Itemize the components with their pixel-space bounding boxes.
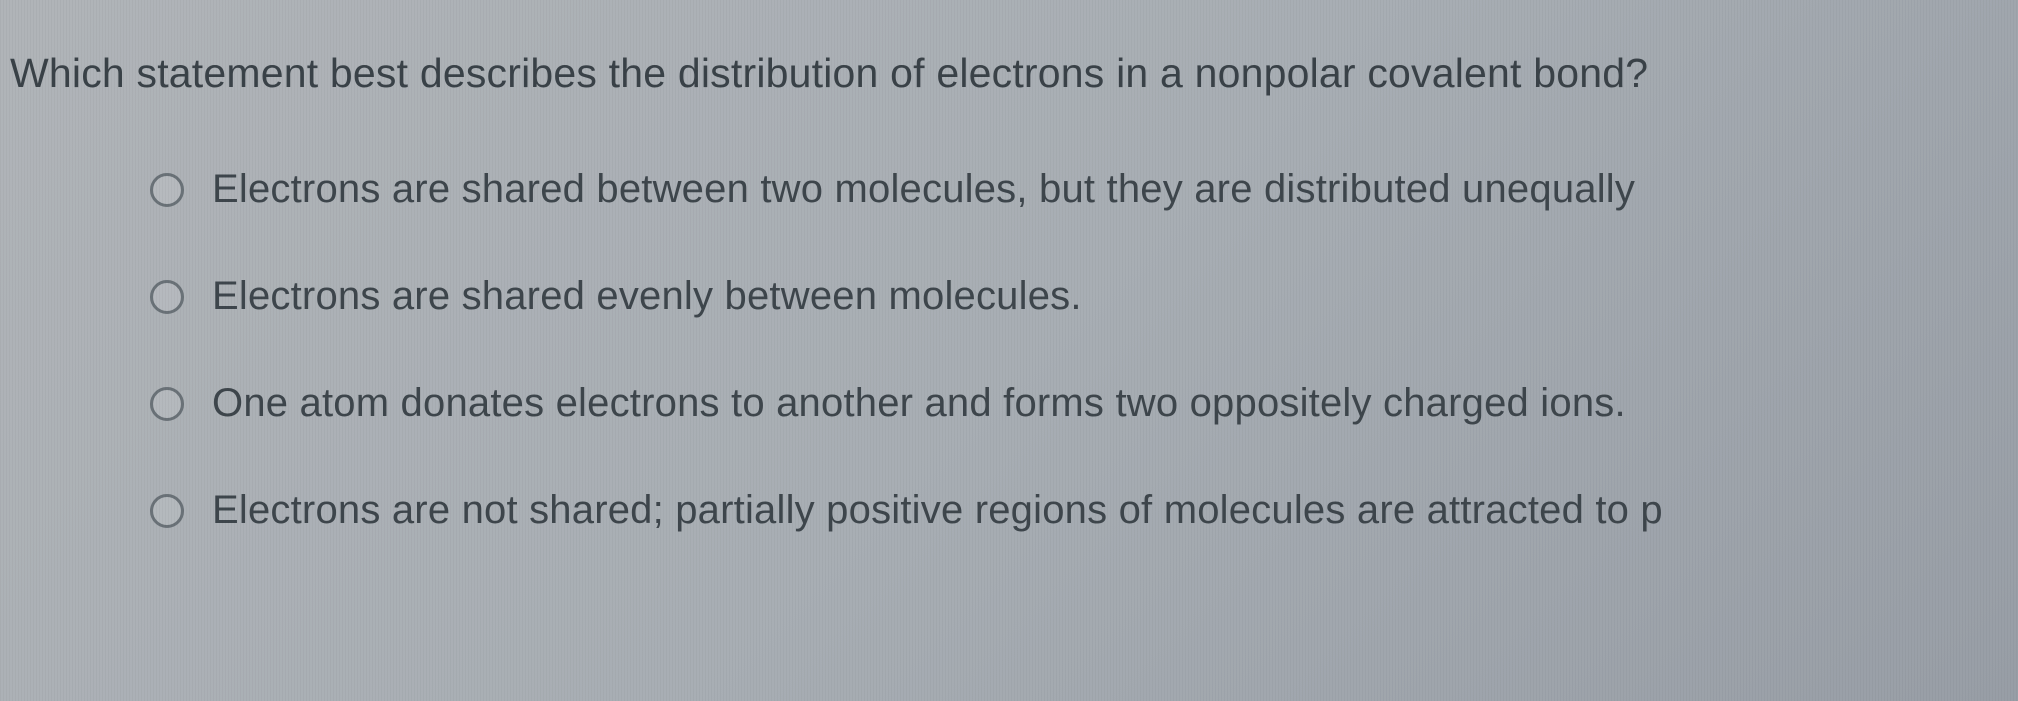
option-row[interactable]: Electrons are not shared; partially posi… <box>150 488 2018 533</box>
radio-button[interactable] <box>150 387 184 421</box>
option-row[interactable]: Electrons are shared evenly between mole… <box>150 274 2018 319</box>
radio-button[interactable] <box>150 494 184 528</box>
option-row[interactable]: Electrons are shared between two molecul… <box>150 167 2018 212</box>
option-label: Electrons are shared between two molecul… <box>212 167 1635 212</box>
radio-button[interactable] <box>150 280 184 314</box>
option-label: Electrons are shared evenly between mole… <box>212 274 1082 319</box>
option-row[interactable]: One atom donates electrons to another an… <box>150 381 2018 426</box>
option-label: Electrons are not shared; partially posi… <box>212 488 1663 533</box>
option-label: One atom donates electrons to another an… <box>212 381 1626 426</box>
question-prompt: Which statement best describes the distr… <box>10 50 2018 97</box>
quiz-container: Which statement best describes the distr… <box>0 0 2018 533</box>
radio-button[interactable] <box>150 173 184 207</box>
options-list: Electrons are shared between two molecul… <box>10 167 2018 533</box>
